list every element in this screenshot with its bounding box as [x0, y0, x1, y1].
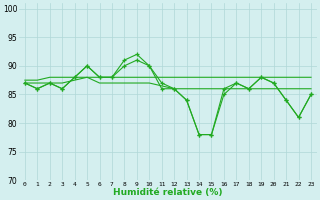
X-axis label: Humidité relative (%): Humidité relative (%)	[113, 188, 223, 197]
